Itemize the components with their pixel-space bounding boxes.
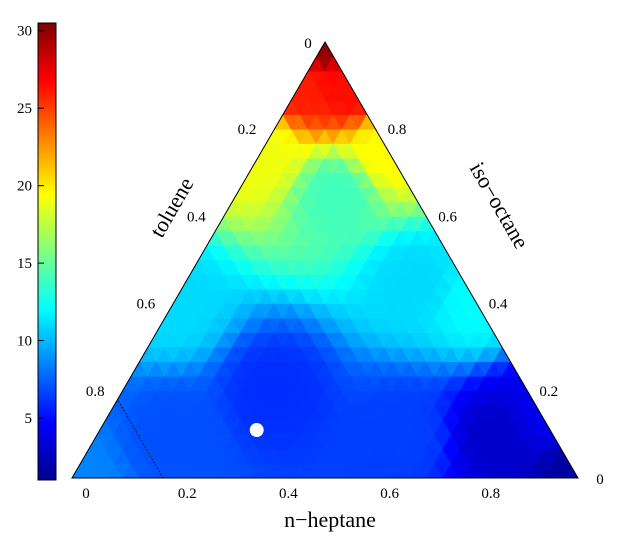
bottom-axis-tick-label: 0	[82, 486, 90, 502]
contour-field	[72, 42, 578, 478]
right-axis-tick-label: 0.6	[438, 209, 457, 225]
bottom-axis-end-label: 0	[596, 472, 604, 488]
right-axis-tick-label: 0.8	[388, 122, 407, 138]
bottom-axis-tick-label: 0.8	[481, 486, 500, 502]
bottom-axis-tick-label: 0.4	[279, 486, 298, 502]
right-axis-title: iso−octane	[465, 158, 534, 253]
colorbar-tick-label: 20	[17, 179, 32, 195]
colorbar-tick-label: 30	[17, 24, 32, 40]
left-axis-tick-label: 0.2	[238, 122, 257, 138]
bottom-axis-tick-label: 0.2	[178, 486, 197, 502]
colorbar: 5 10 15 20 25 30	[17, 22, 57, 481]
bottom-axis-tick-label: 0.6	[380, 486, 399, 502]
left-axis-tick-label: 0.8	[86, 384, 105, 400]
left-axis-tick-label: 0.4	[187, 209, 206, 225]
left-axis-apex-label: 0	[304, 36, 312, 52]
axis-ticks: 0 0.2 0.4 0.6 0.8 0 0.8 0.6 0.4 0.2 0 0.8 0.6 0.4 0.2	[82, 36, 604, 502]
colorbar-tick-label: 15	[17, 256, 32, 272]
colorbar-tick-label: 25	[17, 101, 32, 117]
right-axis-tick-label: 0.4	[489, 297, 508, 313]
left-axis-title: toluene	[144, 173, 198, 242]
reference-dotted-line	[117, 399, 164, 479]
colorbar-ticks: 5 10 15 20 25 30	[17, 24, 44, 427]
contour-cell	[316, 42, 334, 57]
left-axis-tick-label: 0.6	[136, 297, 155, 313]
bottom-axis-title: n−heptane	[284, 507, 376, 532]
triangle-outline	[71, 41, 579, 479]
colorbar-tick-label: 5	[25, 411, 33, 427]
right-axis-tick-label: 0.2	[539, 384, 558, 400]
colorbar-gradient	[37, 22, 57, 481]
composition-marker	[249, 423, 264, 438]
colorbar-tick-label: 10	[17, 334, 32, 350]
